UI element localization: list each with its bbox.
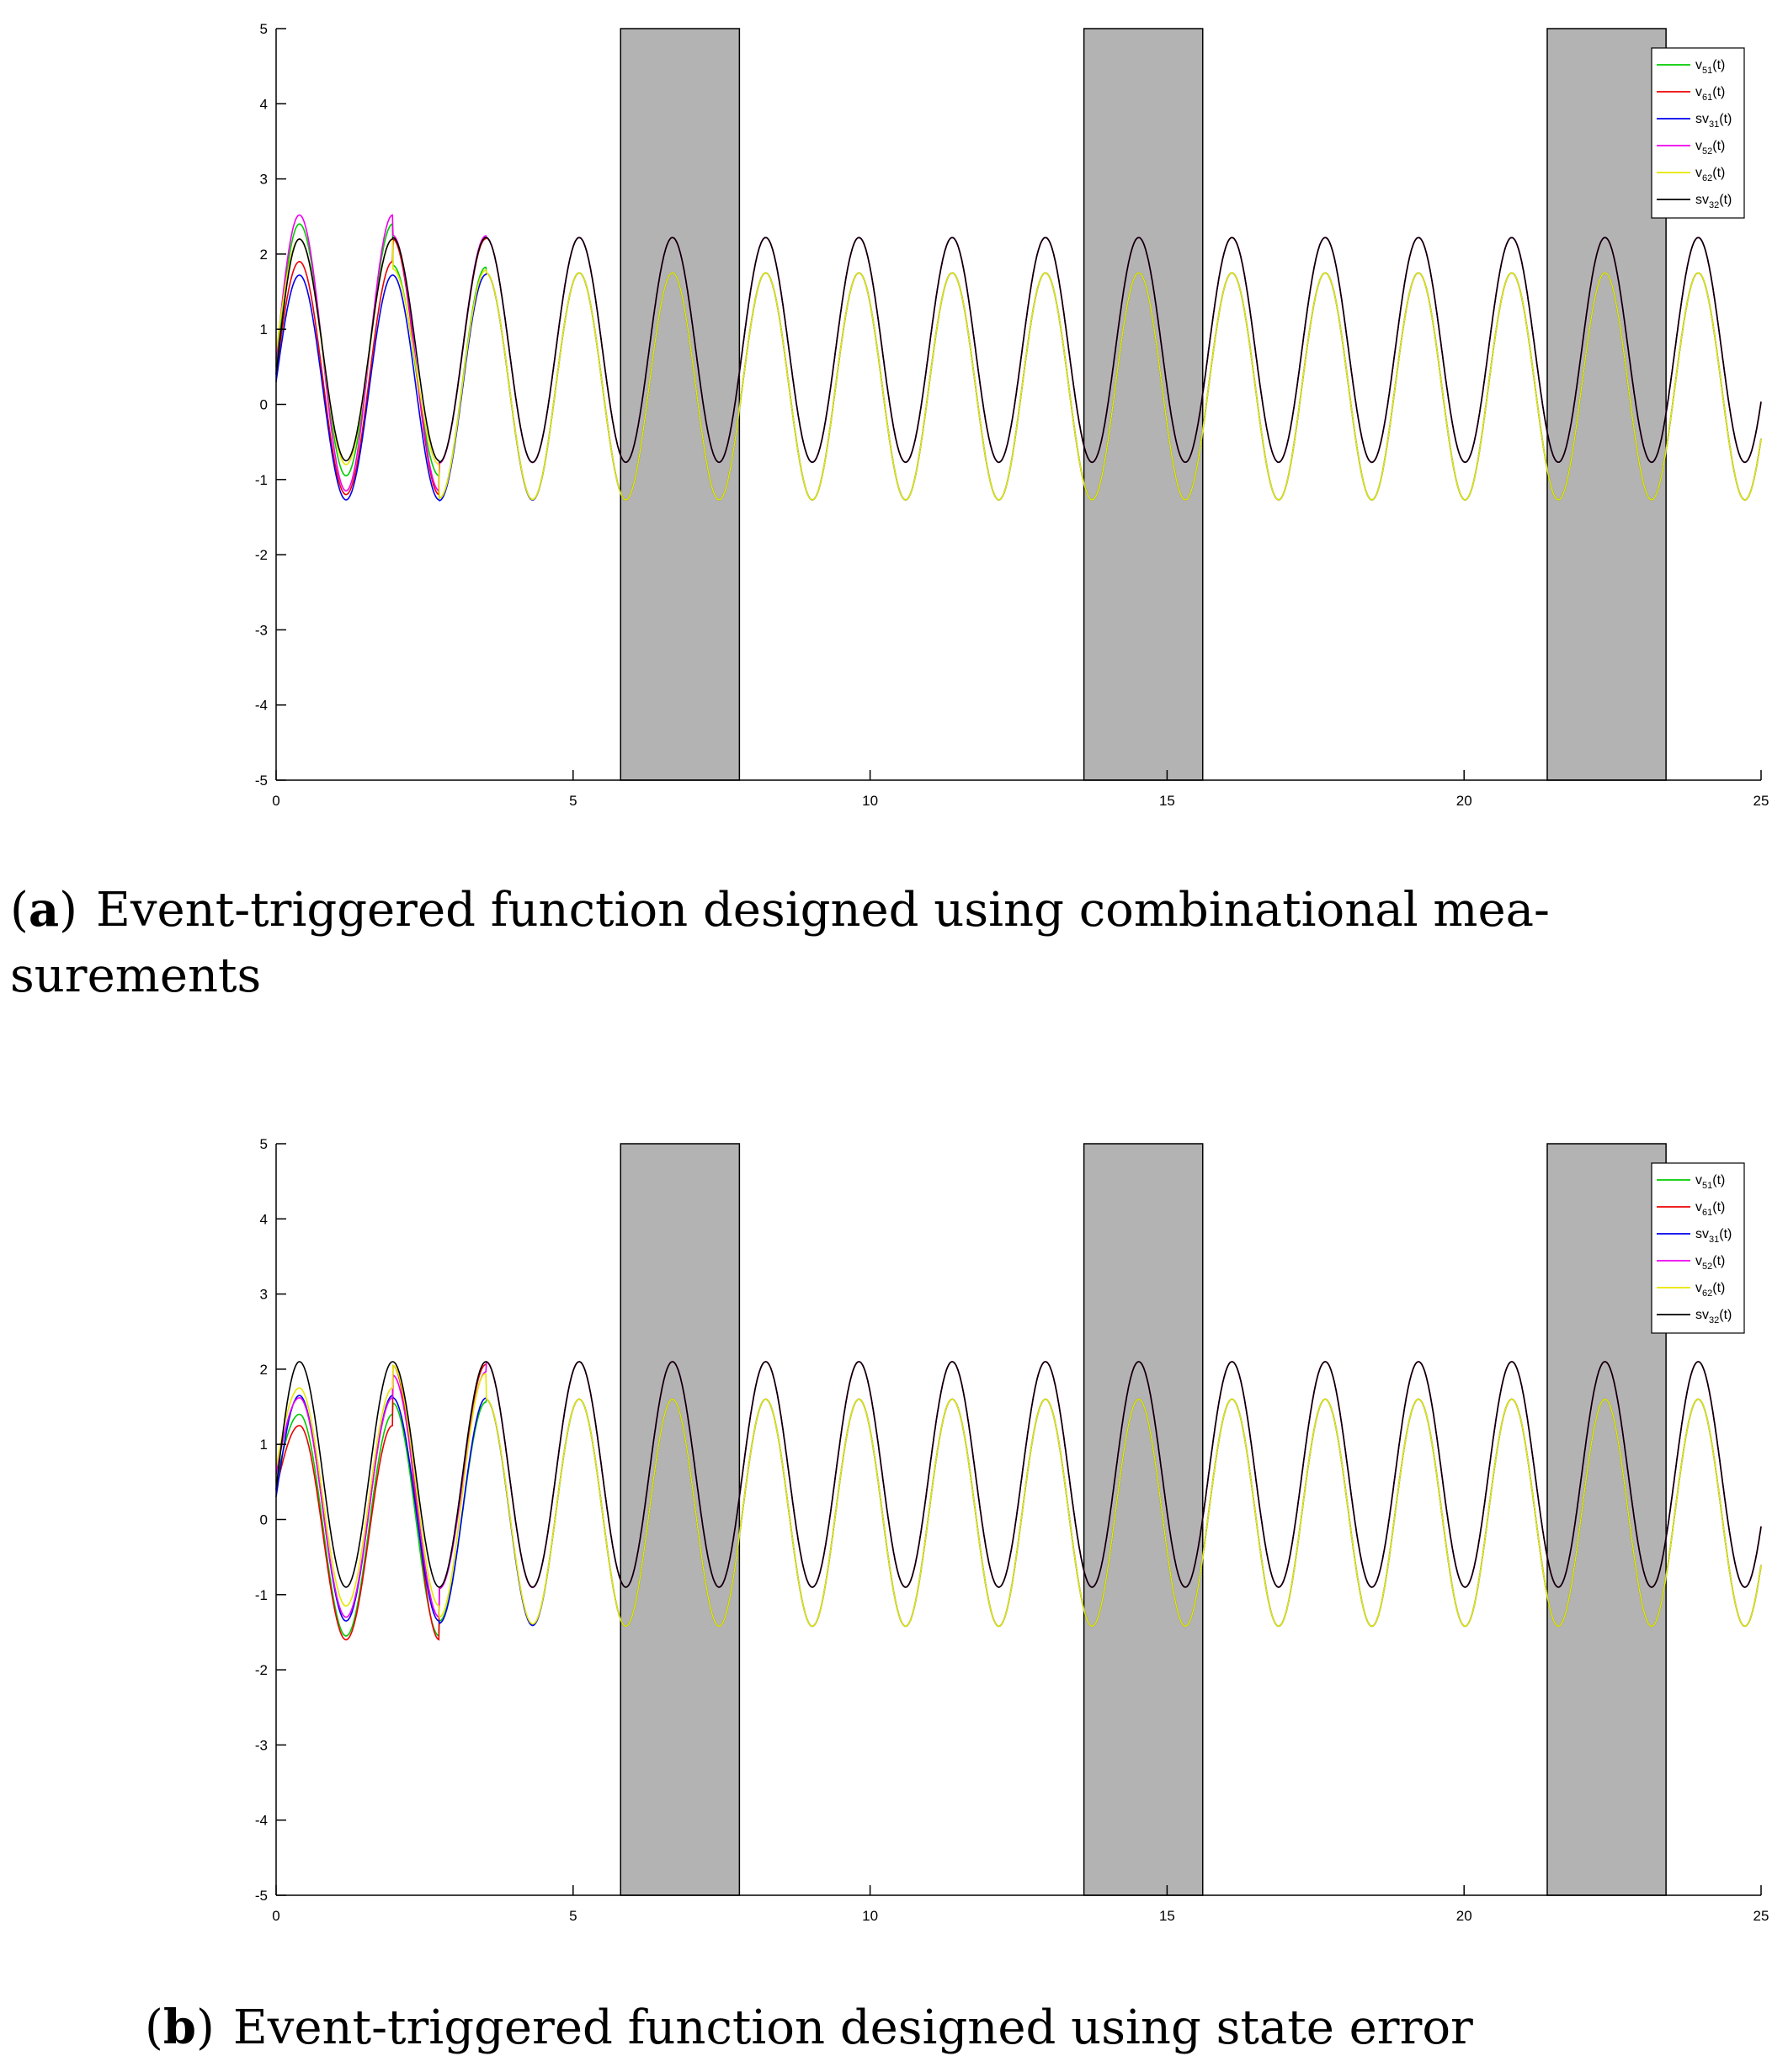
chart-a-y-tick-label-9: -4	[255, 698, 268, 714]
caption-b: (b) Event-triggered function designed usi…	[145, 1995, 1744, 2061]
chart-a-y-tick-label-3: 2	[260, 247, 268, 263]
chart-a-y-tick-label-6: -1	[255, 472, 268, 488]
chart-b-x-tick-label-4: 20	[1456, 1908, 1472, 1924]
chart-b-y-tick-label-4: 1	[260, 1437, 268, 1453]
chart-b-y-tick-label-10: -5	[255, 1888, 268, 1904]
chart-b-y-tick-label-6: -1	[255, 1587, 268, 1603]
chart-b-shaded-interval-2	[1547, 1144, 1666, 1895]
chart-b-y-tick-label-9: -4	[255, 1813, 268, 1829]
chart-a-y-tick-label-1: 4	[260, 96, 268, 112]
chart-b-x-tick-label-0: 0	[272, 1908, 279, 1924]
caption-a-text: Event-triggered function designed using …	[96, 883, 1550, 938]
chart-b-x-tick-label-3: 15	[1159, 1908, 1175, 1924]
chart-b-x-tick-label-5: 25	[1753, 1908, 1769, 1924]
chart-b-x-tick-label-2: 10	[862, 1908, 878, 1924]
chart-a-shaded-interval-0	[620, 29, 739, 780]
chart-b-y-tick-label-2: 3	[260, 1287, 268, 1303]
chart-b-x-tick-label-1: 5	[569, 1908, 577, 1924]
chart-a-y-tick-label-5: 0	[260, 397, 268, 413]
chart-b: 0 5 10 15 20 25 5 4 3 2 1 0 -1 -2 -3 -4 -5 v51(t) v61(t) sv…	[0, 1115, 1788, 1940]
chart-a-x-tick-label-5: 25	[1753, 793, 1769, 809]
chart-b-y-tick-label-0: 5	[260, 1136, 268, 1152]
chart-a-legend: v51(t)v61(t)sv31(t)v52(t)v62(t)sv32(t)	[1652, 48, 1744, 218]
chart-a: 0 5 10 15 20 25 5 4 3 2 1 0 -1 -2 -3 -4 -5 v51(t) v61(t) sv…	[0, 0, 1788, 825]
chart-b-shaded-interval-1	[1084, 1144, 1203, 1895]
caption-b-text: Event-triggered function designed using …	[233, 2000, 1473, 2055]
chart-a-y-tick-label-2: 3	[260, 172, 268, 188]
chart-b-shaded-interval-0	[620, 1144, 739, 1895]
chart-b-y-tick-label-1: 4	[260, 1211, 268, 1227]
chart-a-shaded-interval-1	[1084, 29, 1203, 780]
chart-a-y-tick-label-0: 5	[260, 21, 268, 37]
chart-b-y-tick-label-3: 2	[260, 1362, 268, 1378]
caption-a: (a) Event-triggered function designed usi…	[10, 877, 1761, 1009]
chart-a-y-tick-label-7: -2	[255, 547, 268, 563]
caption-b-label: b	[163, 2000, 196, 2055]
chart-a-x-tick-label-2: 10	[862, 793, 878, 809]
chart-b-y-tick-label-5: 0	[260, 1512, 268, 1528]
chart-a-y-tick-label-4: 1	[260, 321, 268, 337]
caption-a-label: a	[29, 882, 59, 938]
chart-b-y-tick-label-7: -2	[255, 1662, 268, 1678]
chart-a-x-tick-label-1: 5	[569, 793, 577, 809]
chart-a-x-tick-label-4: 20	[1456, 793, 1472, 809]
chart-b-legend: v51(t)v61(t)sv31(t)v52(t)v62(t)sv32(t)	[1652, 1163, 1744, 1333]
chart-a-y-tick-label-10: -5	[255, 773, 268, 789]
caption-a-text2: surements	[10, 948, 261, 1003]
chart-a-x-tick-label-0: 0	[272, 793, 279, 809]
chart-a-plot-area	[276, 29, 1761, 780]
chart-a-svg: 0 5 10 15 20 25543210-1-2-3-4-5v51(t)v61(t)sv…	[0, 0, 1788, 825]
chart-a-shaded-interval-2	[1547, 29, 1666, 780]
chart-b-y-tick-label-8: -3	[255, 1737, 268, 1753]
chart-a-x-tick-label-3: 15	[1159, 793, 1175, 809]
chart-b-plot-area	[276, 1144, 1761, 1895]
chart-a-y-tick-label-8: -3	[255, 622, 268, 638]
chart-b-svg: 0 5 10 15 20 25543210-1-2-3-4-5v51(t)v61(t)sv…	[0, 1115, 1788, 1940]
